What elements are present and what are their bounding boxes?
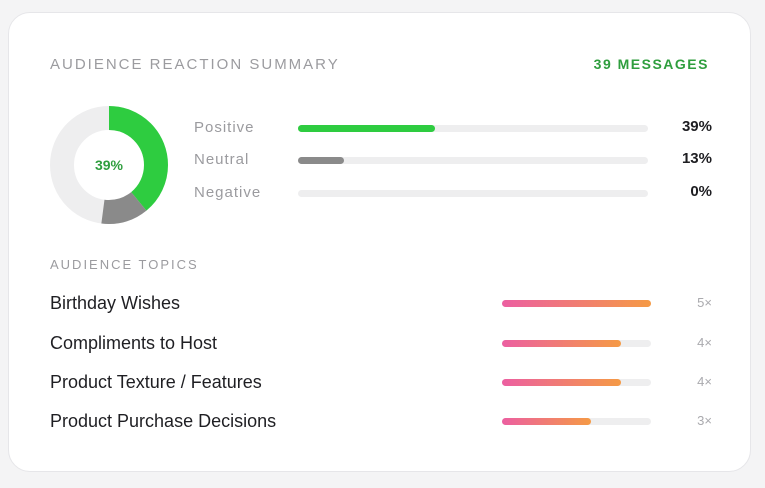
sentiment-bar-fill bbox=[298, 125, 435, 132]
sentiment-label: Neutral bbox=[194, 151, 250, 168]
audience-reaction-card: AUDIENCE REACTION SUMMARY 39 MESSAGES 39… bbox=[8, 12, 751, 472]
topic-count: 4× bbox=[697, 335, 712, 350]
topic-label: Product Purchase Decisions bbox=[50, 411, 277, 431]
topic-bar-fill bbox=[502, 379, 622, 386]
sentiment-bar-track bbox=[298, 125, 648, 132]
topic-row: Product Texture / Features 4× bbox=[50, 370, 712, 394]
topic-label: Compliments to Host bbox=[50, 333, 218, 353]
sentiment-bar-track bbox=[298, 157, 648, 164]
card-title: AUDIENCE REACTION SUMMARY bbox=[50, 56, 340, 73]
topic-bar-track bbox=[502, 418, 651, 425]
topic-label: Birthday Wishes bbox=[50, 293, 181, 313]
sentiment-percent: 0% bbox=[690, 183, 712, 200]
sentiment-row-negative: Negative 0% bbox=[194, 182, 712, 202]
topic-bar-track bbox=[502, 340, 651, 347]
topic-bar-track bbox=[502, 300, 651, 307]
topic-count: 5× bbox=[697, 295, 712, 310]
sentiment-label: Positive bbox=[194, 119, 255, 136]
topic-row: Product Purchase Decisions 3× bbox=[50, 409, 712, 433]
topic-row: Birthday Wishes 5× bbox=[50, 291, 712, 315]
sentiment-percent: 39% bbox=[681, 118, 712, 135]
donut-svg bbox=[50, 106, 168, 224]
sentiment-bar-fill bbox=[298, 157, 344, 164]
topic-bar-track bbox=[502, 379, 651, 386]
sentiment-label: Negative bbox=[194, 184, 262, 201]
topic-label: Product Texture / Features bbox=[50, 372, 262, 392]
topic-bar-fill bbox=[502, 340, 622, 347]
message-count: 39 MESSAGES bbox=[593, 56, 709, 72]
topic-bar-fill bbox=[502, 418, 592, 425]
donut-center-label: 39% bbox=[94, 157, 124, 173]
donut-segment-neutral bbox=[50, 106, 168, 224]
sentiment-percent: 13% bbox=[681, 150, 712, 167]
topic-bar-fill bbox=[502, 300, 651, 307]
topics-section-title: AUDIENCE TOPICS bbox=[50, 257, 199, 272]
topic-count: 3× bbox=[697, 413, 712, 428]
sentiment-row-positive: Positive 39% bbox=[194, 117, 712, 137]
donut-segment-positive bbox=[50, 106, 168, 224]
sentiment-donut-chart: 39% bbox=[49, 105, 169, 225]
topic-count: 4× bbox=[697, 374, 712, 389]
topic-row: Compliments to Host 4× bbox=[50, 331, 712, 355]
sentiment-bar-track bbox=[298, 190, 648, 197]
sentiment-row-neutral: Neutral 13% bbox=[194, 149, 712, 169]
